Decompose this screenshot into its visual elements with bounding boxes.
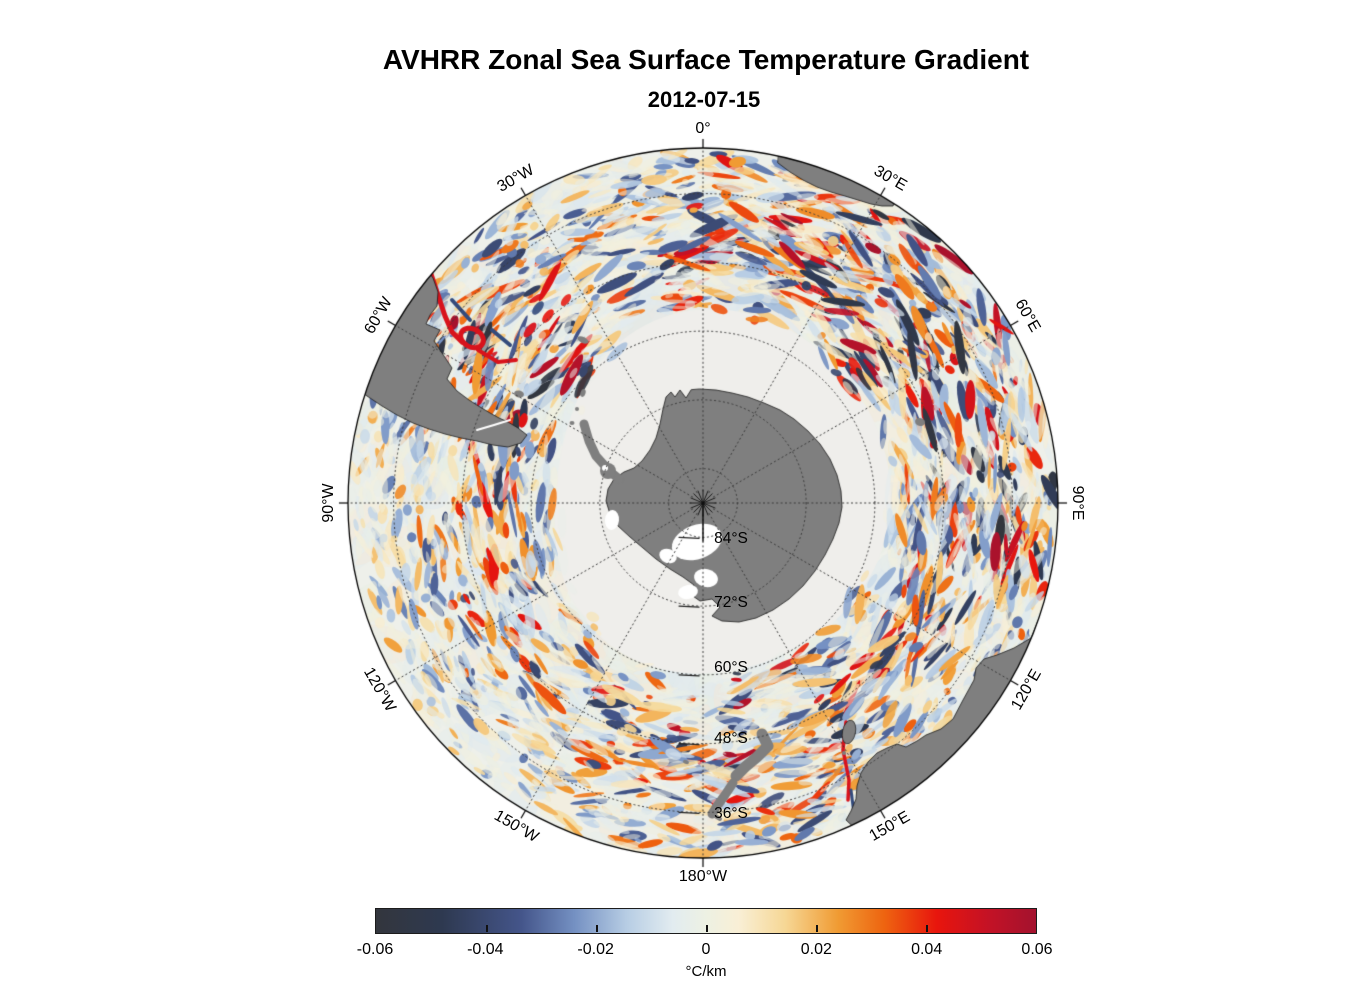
lat-label-48s: 48°S [714,730,748,747]
colorbar-tick-label-0: 0 [701,941,711,958]
lon-label-180w: 180°W [678,868,728,885]
colorbar-tick-label--0.06: -0.06 [356,941,394,958]
lat-label-36s: 36°S [714,805,748,822]
colorbar-tick [706,925,708,932]
colorbar-unit-label: °C/km [685,963,727,980]
lon-label-0: 0° [695,120,711,137]
colorbar-tick-label-0.06: 0.06 [1021,941,1053,958]
colorbar-tick-label-0.04: 0.04 [911,941,943,958]
lon-label-90w: 90°W [320,483,337,523]
colorbar-tick [486,925,488,932]
colorbar-tick-label--0.02: -0.02 [577,941,614,958]
colorbar-tick [926,925,928,932]
colorbar-tick-label-0.02: 0.02 [800,941,832,958]
colorbar-tick [816,925,818,932]
colorbar-tick-label--0.04: -0.04 [467,941,504,958]
lon-label-90e: 90°E [1069,485,1086,521]
lat-label-84s: 84°S [714,530,748,547]
colorbar [375,908,1037,934]
lat-label-60s: 60°S [714,659,748,676]
colorbar-tick [596,925,598,932]
lat-label-72s: 72°S [714,594,748,611]
polar-map-canvas [333,133,1073,873]
page-title: AVHRR Zonal Sea Surface Temperature Grad… [382,44,1030,75]
page-subtitle: 2012-07-15 [647,87,761,112]
